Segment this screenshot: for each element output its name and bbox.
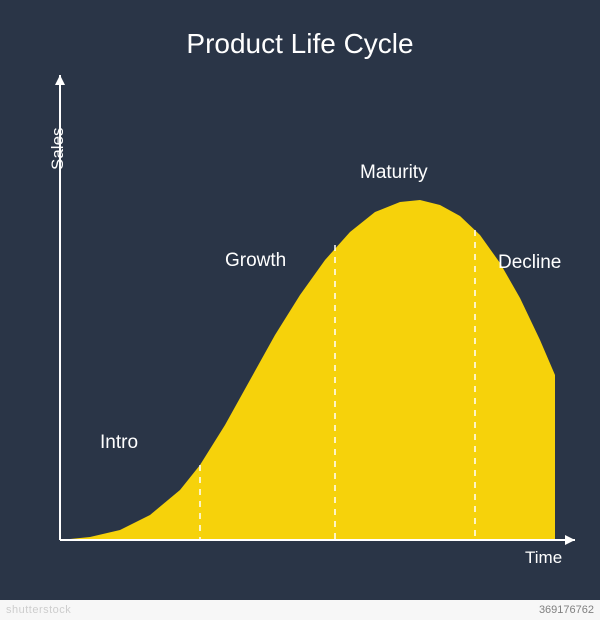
watermark-bar: shutterstock 369176762 (0, 600, 600, 620)
chart-title: Product Life Cycle (0, 28, 600, 60)
phase-label-decline: Decline (498, 252, 561, 274)
phase-label-intro: Intro (100, 432, 138, 454)
chart-svg (0, 0, 600, 600)
chart-canvas: Product Life Cycle Sales Time Intro Growt… (0, 0, 600, 600)
y-axis-label: Sales (48, 127, 68, 170)
x-axis-label: Time (525, 548, 562, 568)
phase-label-growth: Growth (225, 250, 286, 272)
watermark-source: shutterstock (6, 600, 71, 620)
phase-label-maturity: Maturity (360, 162, 428, 184)
watermark-id: 369176762 (539, 600, 594, 620)
